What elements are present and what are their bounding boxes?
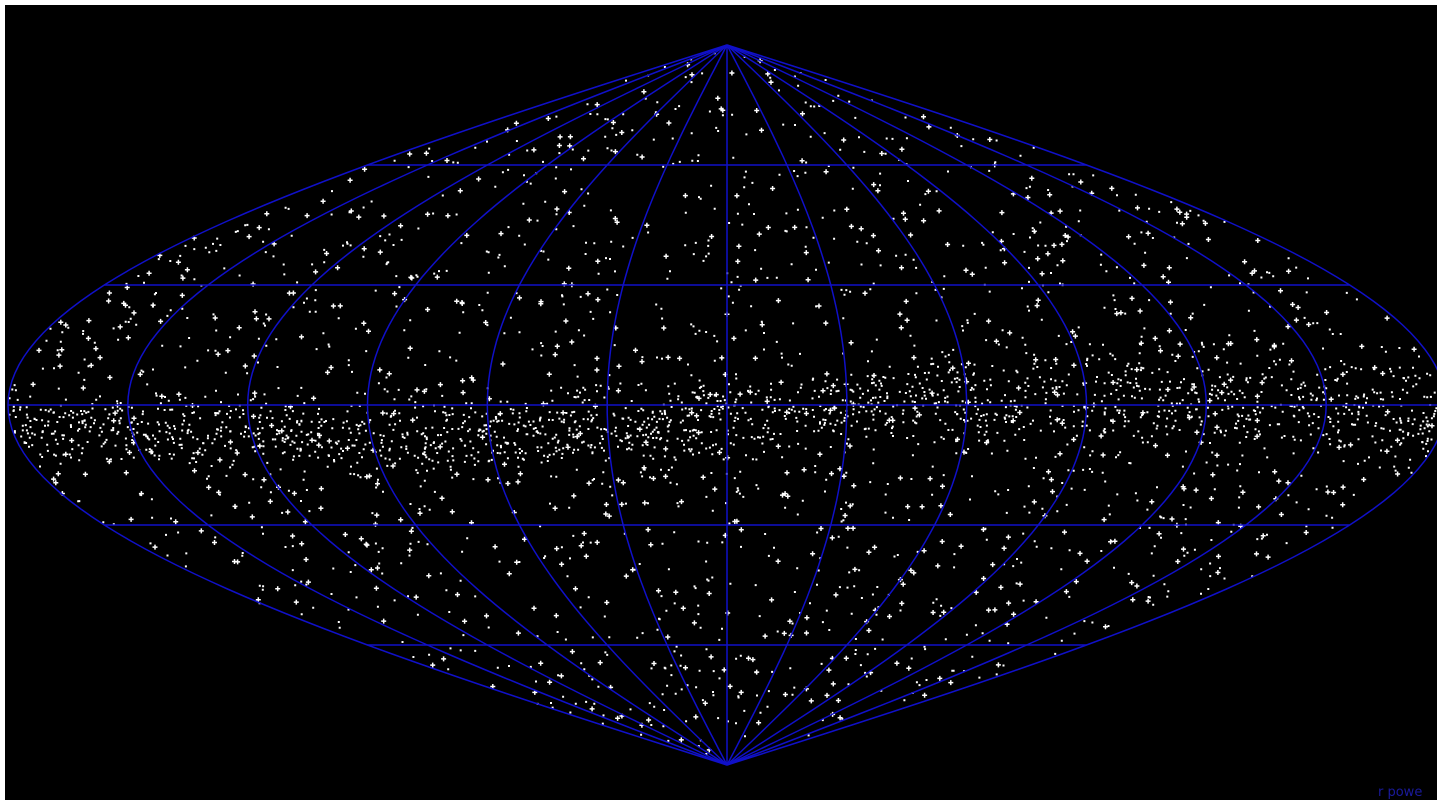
graticule: [7, 44, 1437, 766]
credit: r powe: [1378, 785, 1422, 800]
stars: [8, 52, 1437, 755]
bright-stars: [30, 58, 1435, 753]
background: [5, 5, 1437, 800]
